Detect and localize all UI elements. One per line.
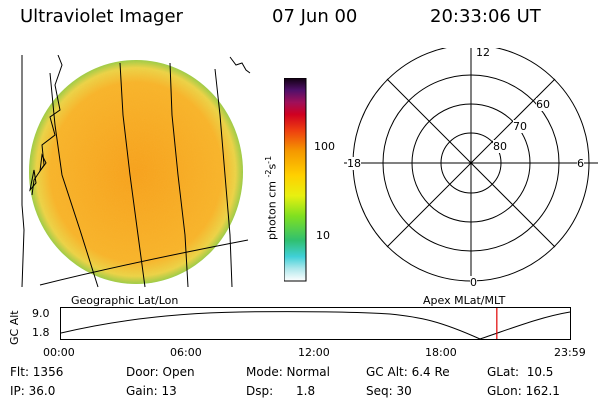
- colorbar-tick-10: 10: [316, 229, 330, 242]
- geo-longitude: GLon: 162.1: [487, 384, 560, 398]
- time-tick-1800: 18:00: [425, 346, 457, 359]
- mode-status: Mode: Normal: [246, 365, 330, 379]
- door-status: Door: Open: [126, 365, 195, 379]
- mlt-label-18: 18: [347, 157, 361, 170]
- time-label: 20:33:06 UT: [430, 6, 541, 27]
- date-label: 07 Jun 00: [272, 6, 358, 27]
- time-tick-1200: 12:00: [298, 346, 330, 359]
- altitude-plot-frame: [60, 307, 571, 340]
- apex-polar-grid: [344, 48, 598, 282]
- altitude-tick-min: 1.8: [32, 326, 50, 339]
- apex-caption: Apex MLat/MLT: [423, 294, 506, 307]
- mlt-label-6: 6: [577, 157, 584, 170]
- color-scale-bar: [284, 78, 307, 282]
- mlt-diagonal-2: [386, 78, 556, 248]
- geo-latitude: GLat: 10.5: [487, 365, 554, 379]
- time-tick-2359: 23:59: [554, 346, 586, 359]
- colorbar-tick-100: 100: [314, 140, 335, 153]
- mlat-label-80: 80: [493, 140, 507, 153]
- dsp-value: Dsp: 1.8: [246, 384, 316, 398]
- instrument-title: Ultraviolet Imager: [20, 6, 183, 27]
- uvi-image-panel: [21, 55, 251, 288]
- flight-number: Flt: 1356: [10, 365, 64, 379]
- geographic-caption: Geographic Lat/Lon: [71, 294, 179, 307]
- mlat-label-60: 60: [536, 98, 550, 111]
- altitude-plot: [60, 307, 571, 340]
- coastline: [21, 55, 251, 288]
- altitude-tick-max: 9.0: [32, 307, 50, 320]
- gc-altitude: GC Alt: 6.4 Re: [366, 365, 450, 379]
- ip-value: IP: 36.0: [10, 384, 56, 398]
- altitude-axis-label: GC Alt: [8, 310, 21, 345]
- mlt-label-0: 0: [470, 276, 477, 289]
- time-tick-0600: 06:00: [170, 346, 202, 359]
- colorbar-unit-label: photon cm -2s-1: [264, 155, 279, 240]
- time-tick-0000: 00:00: [43, 346, 75, 359]
- mlt-label-12: 12: [476, 46, 490, 59]
- disk-texture: [29, 60, 243, 284]
- gain-value: Gain: 13: [126, 384, 177, 398]
- sequence-number: Seq: 30: [366, 384, 412, 398]
- mlat-label-70: 70: [513, 120, 527, 133]
- longitude-lines: [39, 62, 249, 288]
